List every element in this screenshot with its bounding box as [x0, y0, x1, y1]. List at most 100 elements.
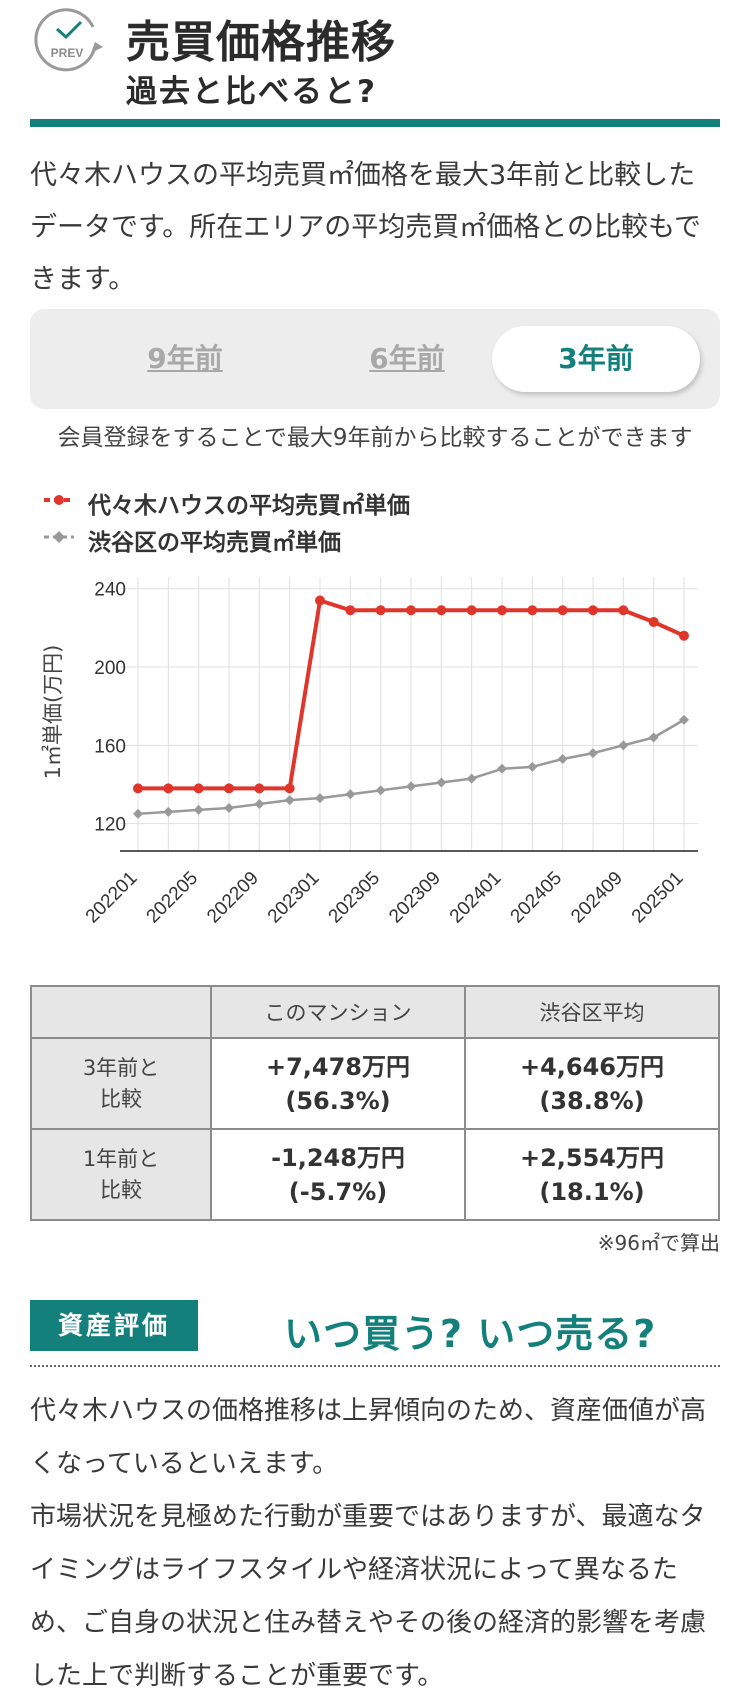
- legend-label-area: 渋谷区の平均売買㎡単価: [88, 530, 341, 556]
- data-point-area: [254, 799, 265, 810]
- prev-button[interactable]: PREV: [33, 7, 107, 77]
- data-point-area: [618, 740, 629, 751]
- data-point-area: [588, 748, 598, 759]
- mansion-1y-cell: -1,248万円 (-5.7%): [210, 1128, 466, 1221]
- tab-6-years[interactable]: 6年前: [369, 342, 445, 375]
- row-label-line1: 3年前と: [82, 1055, 160, 1080]
- y-tick-label: 200: [94, 658, 126, 679]
- title-divider: [30, 119, 720, 127]
- data-point-mansion: [163, 783, 174, 794]
- data-point-mansion: [497, 605, 507, 616]
- member-registration-note: 会員登録をすることで最大9年前から比較することができます: [57, 425, 693, 451]
- x-tick-label: 202305: [325, 868, 385, 928]
- asset-paragraph-1: 代々木ハウスの価格推移は上昇傾向のため、資産価値が高くなっているといえます。: [30, 1396, 707, 1479]
- asset-question-heading: いつ買う? いつ売る?: [284, 1312, 657, 1356]
- tab-9-years[interactable]: 9年前: [147, 342, 223, 375]
- area-1y-percent: (18.1%): [539, 1177, 645, 1206]
- comparison-table: このマンション 渋谷区平均 3年前と 比較 +7,478万円 (56.3%) +…: [30, 985, 720, 1221]
- page-title: 売買価格推移: [126, 17, 396, 68]
- row-label: 3年前と 比較: [30, 1037, 212, 1130]
- table-header-empty: [30, 985, 212, 1039]
- data-point-mansion: [133, 783, 143, 794]
- data-point-mansion: [375, 605, 386, 616]
- data-point-area: [163, 806, 174, 817]
- data-point-area: [497, 763, 507, 774]
- data-point-area: [466, 773, 477, 784]
- data-point-mansion: [588, 605, 598, 616]
- data-point-mansion: [193, 783, 204, 794]
- x-tick-label: 202501: [628, 868, 688, 928]
- data-point-area: [224, 802, 234, 813]
- asset-body: 代々木ハウスの価格推移は上昇傾向のため、資産価値が高くなっているといえます。 市…: [30, 1385, 720, 1703]
- legend-swatch-area: [44, 531, 74, 543]
- area-3y-cell: +4,646万円 (38.8%): [464, 1037, 720, 1130]
- intro-text: 代々木ハウスの平均売買㎡価格を最大3年前と比較したデータです。所在エリアの平均売…: [30, 160, 701, 295]
- data-point-mansion: [618, 605, 629, 616]
- mansion-1y-percent: (-5.7%): [288, 1177, 388, 1206]
- data-point-area: [315, 793, 325, 804]
- data-point-area: [527, 761, 538, 772]
- data-point-mansion: [406, 605, 416, 616]
- row-label-line2: 比較: [100, 1177, 142, 1202]
- row-label-line2: 比較: [100, 1086, 142, 1111]
- prev-circle-icon: PREV: [34, 8, 103, 72]
- legend-swatch-mansion: [44, 495, 74, 505]
- mansion-1y-amount: -1,248万円: [271, 1143, 405, 1172]
- data-point-area: [679, 714, 689, 725]
- legend-label-mansion: 代々木ハウスの平均売買㎡単価: [88, 493, 410, 519]
- y-tick-label: 120: [94, 815, 126, 836]
- x-tick-label: 202205: [143, 868, 203, 928]
- asset-paragraph-2: 市場状況を見極めた行動が重要ではありますが、最適なタイミングはライフスタイルや経…: [30, 1502, 707, 1691]
- year-tab-bar: 9年前 6年前 3年前: [30, 309, 720, 409]
- mansion-3y-cell: +7,478万円 (56.3%): [210, 1037, 466, 1130]
- table-header-area: 渋谷区平均: [464, 985, 720, 1039]
- data-point-mansion: [345, 605, 356, 616]
- data-point-area: [133, 808, 143, 819]
- row-label-line1: 1年前と: [82, 1146, 160, 1171]
- area-1y-amount: +2,554万円: [519, 1143, 665, 1172]
- data-point-area: [284, 795, 295, 806]
- table-row: 1年前と 比較 -1,248万円 (-5.7%) +2,554万円 (18.1%…: [30, 1128, 720, 1221]
- data-point-mansion: [648, 617, 659, 628]
- x-tick-label: 202409: [567, 868, 627, 928]
- x-tick-label: 202309: [385, 868, 445, 928]
- table-row: 3年前と 比較 +7,478万円 (56.3%) +4,646万円 (38.8%…: [30, 1037, 720, 1130]
- y-tick-label: 240: [94, 580, 126, 601]
- data-point-mansion: [436, 605, 447, 616]
- x-tick-label: 202209: [203, 868, 263, 928]
- price-line-chart: 120 160 200 240 202201 202205 202209 202301 2023…: [0, 560, 748, 960]
- data-point-area: [345, 789, 356, 800]
- data-point-mansion: [315, 595, 325, 606]
- area-3y-amount: +4,646万円: [519, 1052, 665, 1081]
- y-axis-label: 1㎡単価(万円): [41, 645, 65, 780]
- table-header-row: このマンション 渋谷区平均: [30, 985, 720, 1039]
- area-3y-percent: (38.8%): [539, 1086, 645, 1115]
- row-label: 1年前と 比較: [30, 1128, 212, 1221]
- prev-label: PREV: [51, 46, 84, 60]
- area-1y-cell: +2,554万円 (18.1%): [464, 1128, 720, 1221]
- section-divider: [30, 1365, 720, 1367]
- data-point-area: [648, 732, 659, 743]
- x-tick-label: 202301: [264, 868, 324, 928]
- data-point-mansion: [557, 605, 568, 616]
- calculation-footnote: ※96㎡で算出: [597, 1231, 720, 1255]
- tab-3-years[interactable]: 3年前: [492, 326, 700, 392]
- data-point-mansion: [679, 630, 689, 641]
- asset-evaluation-badge: 資産評価: [30, 1300, 198, 1351]
- data-point-area: [436, 777, 447, 788]
- data-point-area: [557, 754, 568, 765]
- data-point-area: [375, 785, 386, 796]
- data-point-mansion: [527, 605, 538, 616]
- data-point-mansion: [254, 783, 265, 794]
- y-tick-label: 160: [94, 736, 126, 757]
- data-point-mansion: [224, 783, 234, 794]
- data-point-area: [406, 781, 416, 792]
- data-point-mansion: [466, 605, 477, 616]
- data-point-mansion: [284, 783, 295, 794]
- x-tick-label: 202405: [507, 868, 567, 928]
- data-point-area: [193, 804, 204, 815]
- mansion-3y-amount: +7,478万円: [265, 1052, 411, 1081]
- x-tick-label: 202201: [82, 868, 142, 928]
- x-tick-label: 202401: [446, 868, 506, 928]
